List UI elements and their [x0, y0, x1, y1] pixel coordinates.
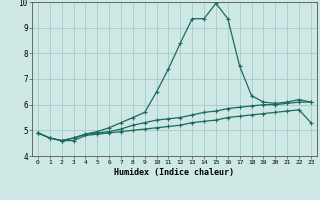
X-axis label: Humidex (Indice chaleur): Humidex (Indice chaleur) — [115, 168, 234, 177]
